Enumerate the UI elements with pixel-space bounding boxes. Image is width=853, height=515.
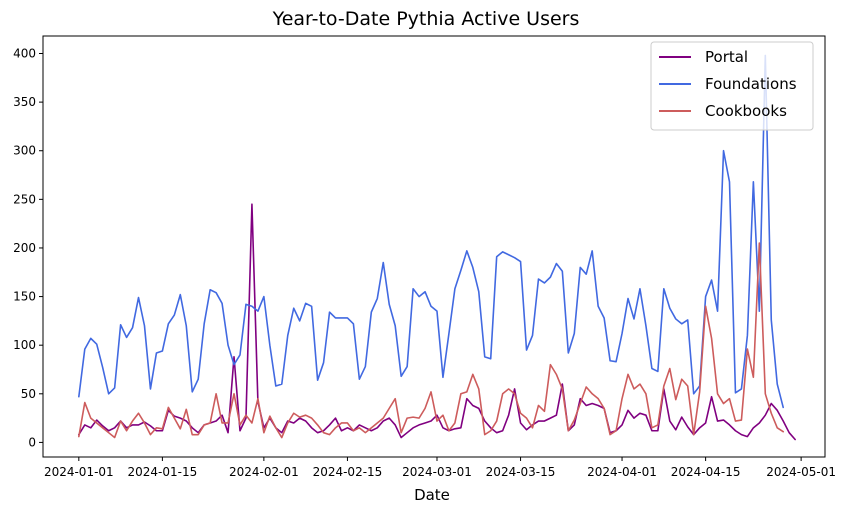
x-tick-label: 2024-03-15 [486, 465, 556, 479]
series-line-foundations [78, 54, 785, 409]
x-tick-label: 2024-02-01 [229, 465, 299, 479]
legend-label-cookbooks: Cookbooks [705, 102, 787, 120]
x-axis-title: Date [414, 486, 450, 504]
y-tick-label: 200 [13, 241, 36, 255]
y-tick-label: 300 [13, 144, 36, 158]
y-tick-label: 250 [13, 192, 36, 206]
series-line-portal [78, 203, 796, 441]
y-tick-label: 100 [13, 338, 36, 352]
legend: Portal Foundations Cookbooks [650, 41, 814, 131]
y-tick-label: 350 [13, 95, 36, 109]
chart-title: Year-to-Date Pythia Active Users [272, 8, 580, 30]
x-tick-label: 2024-04-15 [671, 465, 741, 479]
series-line-cookbooks [78, 242, 785, 439]
y-tick-label: 0 [28, 435, 36, 449]
y-tick-label: 400 [13, 47, 36, 61]
x-tick-label: 2024-01-15 [128, 465, 198, 479]
x-tick-label: 2024-03-01 [402, 465, 472, 479]
legend-label-foundations: Foundations [705, 75, 797, 93]
axes-layer: 0 50 100 150 200 250 300 350 400 2024-01-01 2024-0… [13, 35, 836, 479]
y-tick-label: 50 [21, 387, 36, 401]
legend-label-portal: Portal [705, 48, 748, 66]
series-layer [78, 54, 796, 441]
x-tick-label: 2024-01-01 [44, 465, 114, 479]
x-tick-label: 2024-05-01 [766, 465, 836, 479]
plot-frame [42, 35, 826, 458]
legend-frame [650, 41, 814, 131]
x-tick-label: 2024-02-15 [313, 465, 383, 479]
y-tick-label: 150 [13, 290, 36, 304]
x-tick-label: 2024-04-01 [587, 465, 657, 479]
